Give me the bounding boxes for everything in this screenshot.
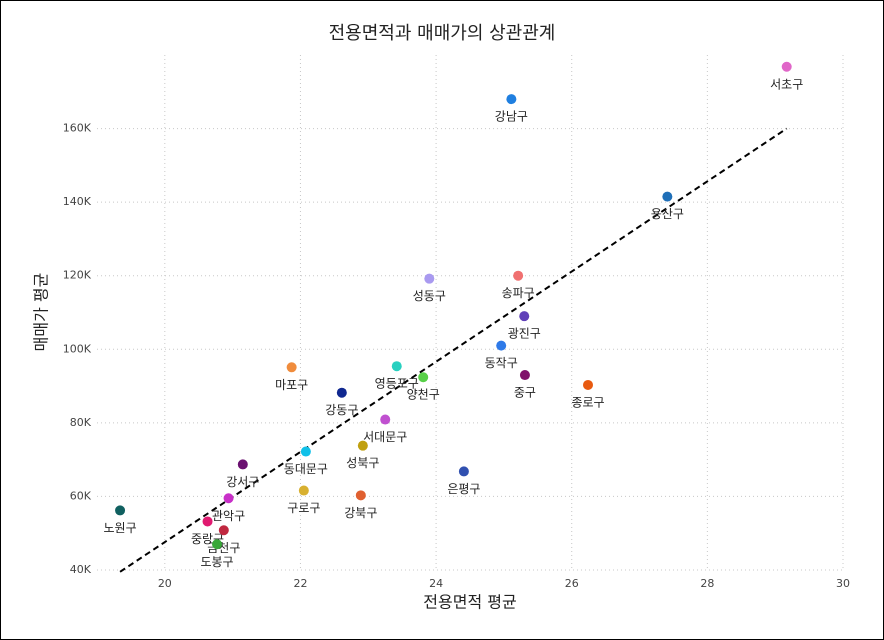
x-tick-label: 26 [565, 577, 579, 590]
point [506, 94, 517, 105]
point [218, 525, 229, 536]
point [662, 191, 673, 202]
point-label: 용산구 [651, 207, 684, 221]
point [519, 311, 530, 322]
point-label: 강남구 [495, 110, 528, 124]
point [380, 414, 391, 425]
point-label: 은평구 [447, 482, 480, 496]
y-axis-title: 매매가 평균 [32, 273, 51, 352]
point-label: 양천구 [407, 387, 440, 402]
point-label: 광진구 [508, 327, 541, 341]
y-tick-label: 40K [70, 563, 92, 576]
point [418, 372, 429, 383]
x-tick-label: 28 [700, 577, 714, 590]
point [212, 539, 223, 550]
point-label: 송파구 [502, 286, 535, 300]
point-label: 동작구 [485, 356, 518, 370]
point [391, 361, 402, 372]
point-label: 도봉구 [200, 555, 233, 569]
point [355, 490, 366, 501]
point [458, 466, 469, 477]
point-label: 강북구 [344, 506, 377, 520]
point-label: 강서구 [226, 475, 259, 489]
x-tick-label: 30 [836, 577, 850, 590]
x-tick-label: 20 [158, 577, 172, 590]
x-tick-label: 22 [293, 577, 307, 590]
y-tick-label: 80K [70, 416, 92, 429]
point [336, 387, 347, 398]
point-label: 중구 [514, 386, 536, 400]
point [583, 379, 594, 390]
point-label: 금천구 [207, 540, 240, 555]
point-label: 관악구 [212, 509, 245, 523]
point [223, 493, 234, 504]
point [286, 362, 297, 373]
point [357, 440, 368, 451]
point-label: 강동구 [325, 403, 358, 417]
point-label: 동대문구 [284, 462, 328, 476]
point [519, 370, 530, 381]
point-label: 구로구 [287, 501, 320, 515]
point-label: 서초구 [770, 77, 803, 91]
y-tick-label: 140K [63, 195, 92, 208]
point-label: 서대문구 [363, 430, 407, 444]
point [513, 270, 524, 281]
point [298, 485, 309, 496]
y-tick-label: 160K [63, 122, 92, 135]
point-label: 성동구 [413, 289, 446, 303]
y-tick-label: 60K [70, 489, 92, 502]
x-tick-label: 24 [429, 577, 443, 590]
point-label: 노원구 [103, 521, 136, 535]
point-label: 종로구 [571, 395, 604, 409]
y-tick-label: 100K [63, 342, 92, 355]
point-label: 마포구 [275, 378, 308, 392]
x-axis-title: 전용면적 평균 [423, 593, 516, 612]
point [237, 459, 248, 470]
y-tick-label: 120K [63, 269, 92, 282]
point [496, 340, 507, 351]
point-label: 영등포구 [375, 377, 419, 391]
point [424, 273, 435, 284]
point [202, 516, 213, 527]
point [115, 505, 126, 516]
chart-title: 전용면적과 매매가의 상관관계 [329, 23, 556, 44]
point [781, 61, 792, 72]
point [300, 446, 311, 457]
point-label: 성북구 [346, 456, 379, 470]
